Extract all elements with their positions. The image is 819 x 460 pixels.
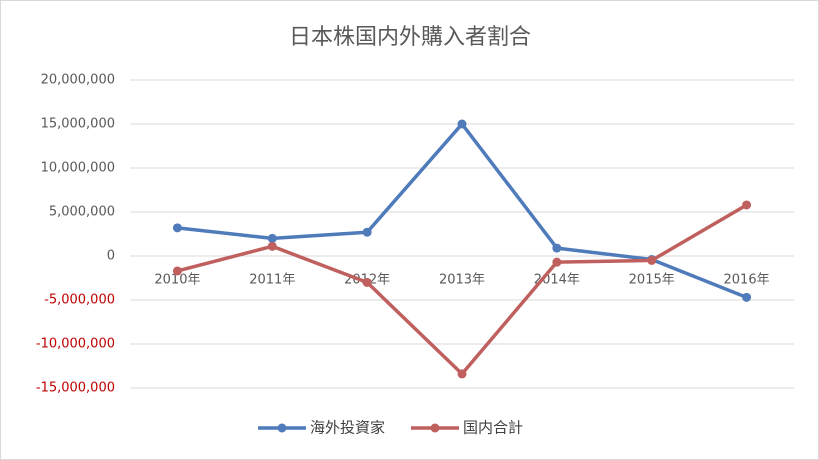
data-point	[552, 243, 562, 253]
data-point	[742, 200, 752, 210]
legend-label: 国内合計	[463, 419, 523, 437]
x-tick-label: 2010年	[154, 273, 200, 288]
data-point	[267, 241, 277, 251]
y-tick-label: 5,000,000	[49, 205, 115, 220]
x-tick-label: 2015年	[629, 273, 675, 288]
x-tick-label: 2011年	[249, 273, 295, 288]
data-point	[742, 292, 752, 302]
data-point	[267, 233, 277, 243]
y-tick-label: 15,000,000	[41, 117, 115, 132]
y-tick-label: 10,000,000	[41, 161, 115, 176]
data-point	[172, 266, 182, 276]
data-point	[552, 257, 562, 267]
data-point	[362, 227, 372, 237]
legend-marker	[430, 423, 440, 433]
data-point	[457, 119, 467, 129]
data-point	[457, 369, 467, 379]
y-tick-label: 0	[107, 249, 115, 264]
data-point	[172, 223, 182, 233]
y-tick-label: -10,000,000	[36, 337, 115, 352]
y-tick-label: -5,000,000	[44, 293, 115, 308]
y-tick-label: -15,000,000	[36, 381, 115, 396]
x-tick-label: 2016年	[724, 273, 770, 288]
x-tick-label: 2013年	[439, 273, 485, 288]
chart-title: 日本株国内外購入者割合	[289, 25, 531, 50]
y-tick-label: 20,000,000	[41, 73, 115, 88]
data-point	[362, 277, 372, 287]
data-point	[647, 255, 657, 265]
legend-marker	[277, 423, 287, 433]
legend-label: 海外投資家	[310, 419, 385, 437]
